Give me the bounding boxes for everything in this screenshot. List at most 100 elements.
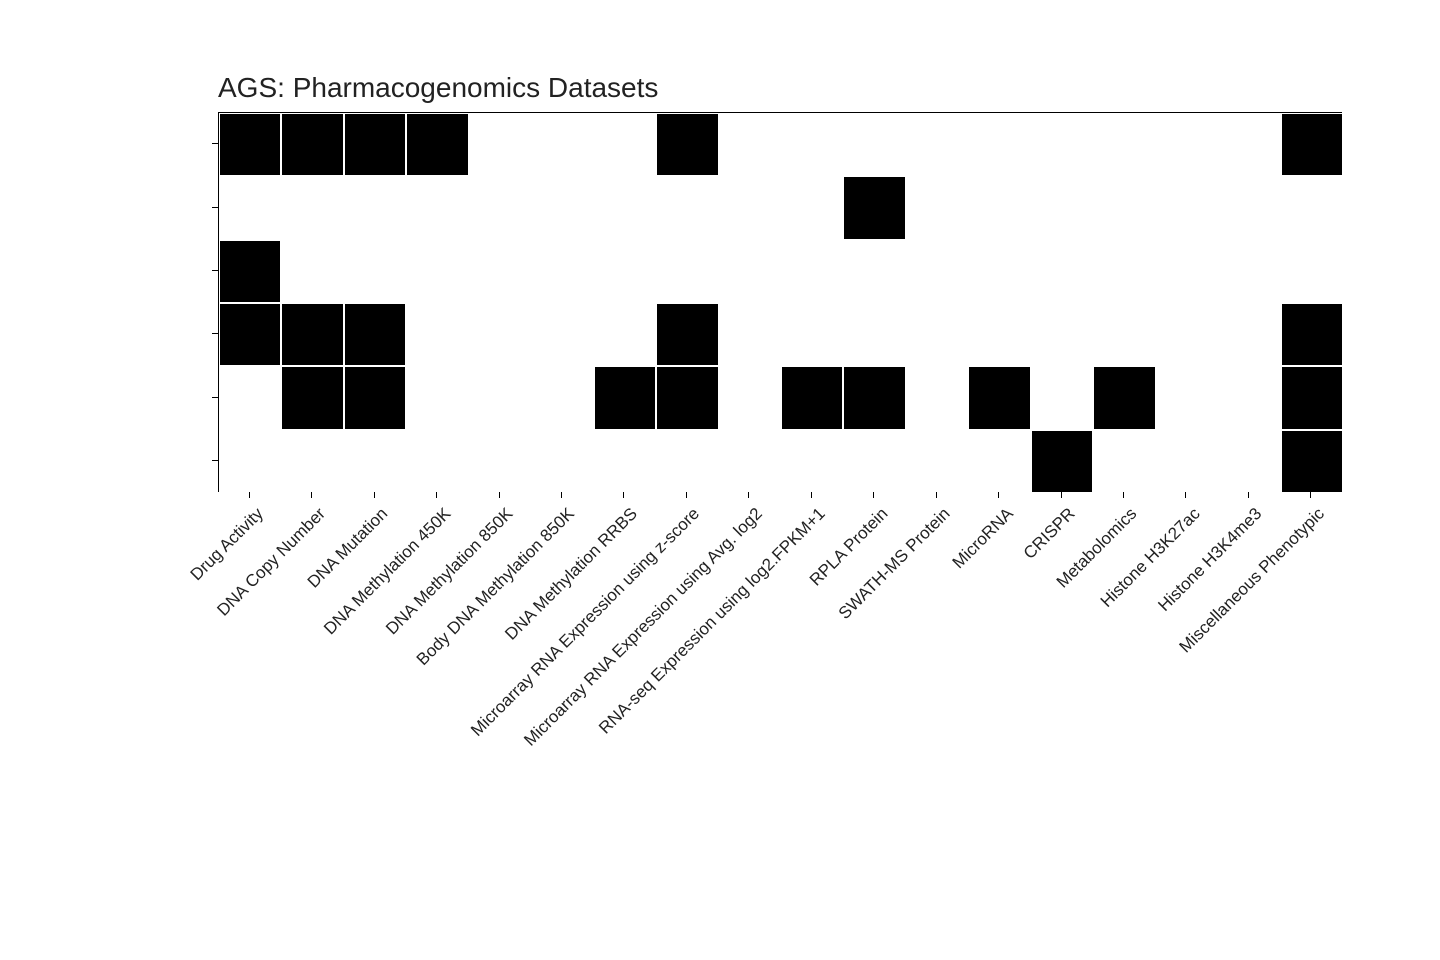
x-axis-label: MicroRNA (948, 504, 1017, 573)
heatmap-cell (843, 303, 905, 366)
heatmap-cell (719, 240, 781, 303)
heatmap-cell (906, 240, 968, 303)
heatmap-cell (843, 366, 905, 429)
heatmap-cell (1281, 113, 1343, 176)
heatmap-cell (656, 430, 718, 493)
x-tick (499, 492, 500, 498)
heatmap-cell (531, 366, 593, 429)
heatmap-cell (1218, 240, 1280, 303)
heatmap-cell (781, 430, 843, 493)
heatmap-cell (843, 240, 905, 303)
heatmap-cell (469, 430, 531, 493)
heatmap-cell (1281, 240, 1343, 303)
heatmap-cell (1093, 113, 1155, 176)
x-tick (873, 492, 874, 498)
heatmap-cell (968, 430, 1030, 493)
x-tick (811, 492, 812, 498)
heatmap-cell (219, 240, 281, 303)
x-tick (436, 492, 437, 498)
heatmap-cell (594, 113, 656, 176)
heatmap-cell (281, 366, 343, 429)
plot-area (218, 112, 1342, 492)
heatmap-cell (906, 113, 968, 176)
heatmap-cell (344, 113, 406, 176)
heatmap-cell (1093, 366, 1155, 429)
heatmap-cell (843, 176, 905, 239)
heatmap-cell (344, 176, 406, 239)
heatmap-cell (1218, 366, 1280, 429)
x-axis-label: SWATH-MS Protein (835, 504, 955, 624)
heatmap-cell (406, 430, 468, 493)
x-tick (936, 492, 937, 498)
x-tick (748, 492, 749, 498)
heatmap-cell (1093, 303, 1155, 366)
x-axis-label: Histone H3K4me3 (1155, 504, 1267, 616)
heatmap-cell (406, 303, 468, 366)
y-tick (212, 460, 218, 461)
heatmap-cell (968, 113, 1030, 176)
heatmap-cell (1156, 176, 1218, 239)
heatmap-cell (594, 176, 656, 239)
heatmap-cell (781, 303, 843, 366)
heatmap-cell (344, 240, 406, 303)
heatmap-cell (968, 176, 1030, 239)
heatmap-cell (1156, 303, 1218, 366)
heatmap-cell (1281, 366, 1343, 429)
heatmap-cell (281, 113, 343, 176)
heatmap-cell (719, 366, 781, 429)
x-axis-label: Microarray RNA Expression using z-score (467, 504, 704, 741)
heatmap-cell (219, 303, 281, 366)
x-tick (1185, 492, 1186, 498)
x-tick (374, 492, 375, 498)
x-tick (623, 492, 624, 498)
x-tick (1123, 492, 1124, 498)
heatmap-cell (406, 366, 468, 429)
heatmap-cell (1031, 240, 1093, 303)
y-tick (212, 143, 218, 144)
heatmap-cell (656, 113, 718, 176)
heatmap-cell (781, 240, 843, 303)
heatmap-cell (1156, 240, 1218, 303)
heatmap-cell (1218, 303, 1280, 366)
heatmap-cell (406, 176, 468, 239)
heatmap-cell (531, 113, 593, 176)
heatmap-cell (656, 366, 718, 429)
x-tick (249, 492, 250, 498)
x-tick (998, 492, 999, 498)
x-tick (1248, 492, 1249, 498)
heatmap-cell (531, 430, 593, 493)
heatmap-cell (469, 113, 531, 176)
heatmap-cell (594, 366, 656, 429)
heatmap-cell (219, 366, 281, 429)
heatmap-cell (781, 176, 843, 239)
heatmap-cell (1031, 176, 1093, 239)
heatmap-cell (1156, 366, 1218, 429)
heatmap-cell (719, 430, 781, 493)
heatmap-cell (344, 366, 406, 429)
heatmap-cell (968, 303, 1030, 366)
heatmap-cell (1156, 113, 1218, 176)
y-tick (212, 207, 218, 208)
x-tick (686, 492, 687, 498)
heatmap-cell (1218, 430, 1280, 493)
y-tick (212, 270, 218, 271)
heatmap-cell (906, 303, 968, 366)
heatmap-cell (656, 176, 718, 239)
heatmap-cell (1031, 366, 1093, 429)
heatmap-cell (1281, 176, 1343, 239)
x-tick (1310, 492, 1311, 498)
heatmap-cell (406, 113, 468, 176)
heatmap-cell (281, 303, 343, 366)
x-tick (311, 492, 312, 498)
x-axis-label: Microarray RNA Expression using Avg. log… (520, 504, 766, 750)
x-tick (561, 492, 562, 498)
y-tick (212, 333, 218, 334)
heatmap-cell (344, 303, 406, 366)
heatmap-cell (469, 303, 531, 366)
heatmap-cell (1031, 430, 1093, 493)
heatmap-cell (281, 176, 343, 239)
heatmap-cell (469, 366, 531, 429)
heatmap-cell (968, 366, 1030, 429)
heatmap-cell (656, 240, 718, 303)
heatmap-cell (281, 240, 343, 303)
